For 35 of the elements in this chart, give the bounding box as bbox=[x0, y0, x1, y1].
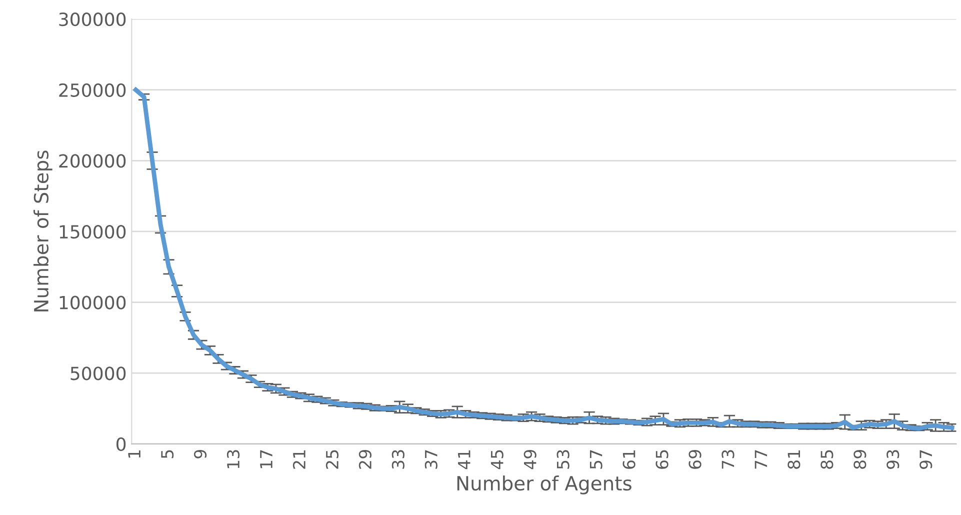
x-axis-title: Number of Agents bbox=[457, 476, 632, 494]
x-tick-label: 29 bbox=[358, 450, 372, 469]
x-tick-label: 13 bbox=[226, 450, 240, 468]
x-tick-label: 5 bbox=[161, 450, 174, 458]
x-tick-label: 73 bbox=[722, 450, 734, 469]
x-tick-label: 81 bbox=[788, 450, 800, 469]
x-tick-label: 33 bbox=[392, 450, 404, 469]
x-tick-label: 97 bbox=[920, 450, 932, 469]
x-tick-label: 85 bbox=[820, 450, 834, 469]
x-tick-label: 41 bbox=[458, 450, 470, 470]
x-tick-label: 57 bbox=[590, 450, 602, 469]
y-tick-label: 100000 bbox=[60, 296, 126, 310]
x-tick-label: 69 bbox=[688, 450, 702, 469]
x-tick-label: 1 bbox=[128, 450, 140, 458]
y-tick-label: 0 bbox=[116, 437, 126, 452]
x-tick-label: 9 bbox=[194, 450, 207, 458]
x-tick-label: 21 bbox=[292, 450, 306, 469]
x-tick-label: 53 bbox=[556, 450, 570, 469]
x-tick-label: 77 bbox=[754, 450, 768, 469]
line-series bbox=[134, 88, 954, 431]
x-tick-label: 37 bbox=[424, 450, 438, 469]
x-tick-label: 49 bbox=[524, 450, 536, 470]
x-tick-label: 93 bbox=[886, 450, 900, 469]
x-tick-label: 65 bbox=[656, 450, 668, 469]
y-tick-label: 150000 bbox=[60, 224, 126, 239]
x-tick-label: 61 bbox=[622, 450, 636, 469]
x-tick-label: 17 bbox=[260, 450, 272, 468]
x-tick-label: 45 bbox=[491, 450, 504, 470]
y-tick-label: 300000 bbox=[59, 12, 126, 26]
y-tick-label: 50000 bbox=[70, 366, 126, 380]
y-tick-label: 200000 bbox=[59, 154, 126, 168]
x-tick-label: 25 bbox=[326, 450, 339, 469]
y-axis-title: Number of Steps bbox=[33, 150, 52, 312]
y-tick-label: 250000 bbox=[59, 83, 126, 97]
x-tick-label: 89 bbox=[854, 450, 866, 469]
